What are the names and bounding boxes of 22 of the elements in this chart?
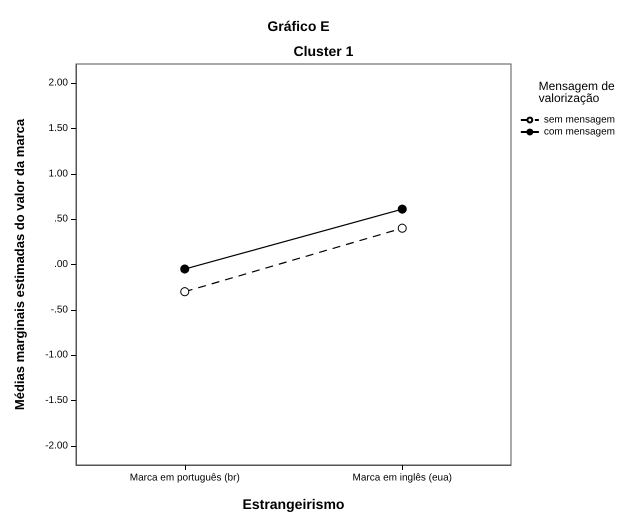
y-tick-label: 2.00	[48, 78, 68, 89]
point	[398, 204, 407, 214]
point	[180, 264, 190, 274]
y-tick-label: -2.00	[45, 440, 68, 452]
y-tick-label: 1.50	[48, 122, 68, 134]
y-tick-label: 1.00	[48, 168, 68, 180]
chart-subtitle: Cluster 1	[294, 43, 354, 59]
y-axis-title: Médias marginais estimadas do valor da marca	[12, 118, 27, 410]
point	[180, 287, 190, 296]
y-tick-label: .00	[54, 259, 68, 270]
y-tick-label: -1.50	[45, 395, 68, 406]
x-tick-label: Marca em inglês (eua)	[352, 472, 452, 484]
legend-label: com mensagem	[544, 126, 616, 138]
point	[398, 224, 407, 233]
y-tick-label: .50	[54, 214, 68, 225]
legend-label: sem mensagem	[544, 114, 616, 126]
y-tick-label: -.50	[50, 304, 68, 316]
y-tick-label: -1.00	[45, 350, 68, 361]
legend-title: Mensagem de valorização	[538, 79, 618, 105]
x-axis-title: Estrangeirismo	[242, 496, 344, 512]
x-tick-label: Marca em português (br)	[130, 472, 240, 484]
chart-title: Gráfico E	[267, 18, 330, 34]
